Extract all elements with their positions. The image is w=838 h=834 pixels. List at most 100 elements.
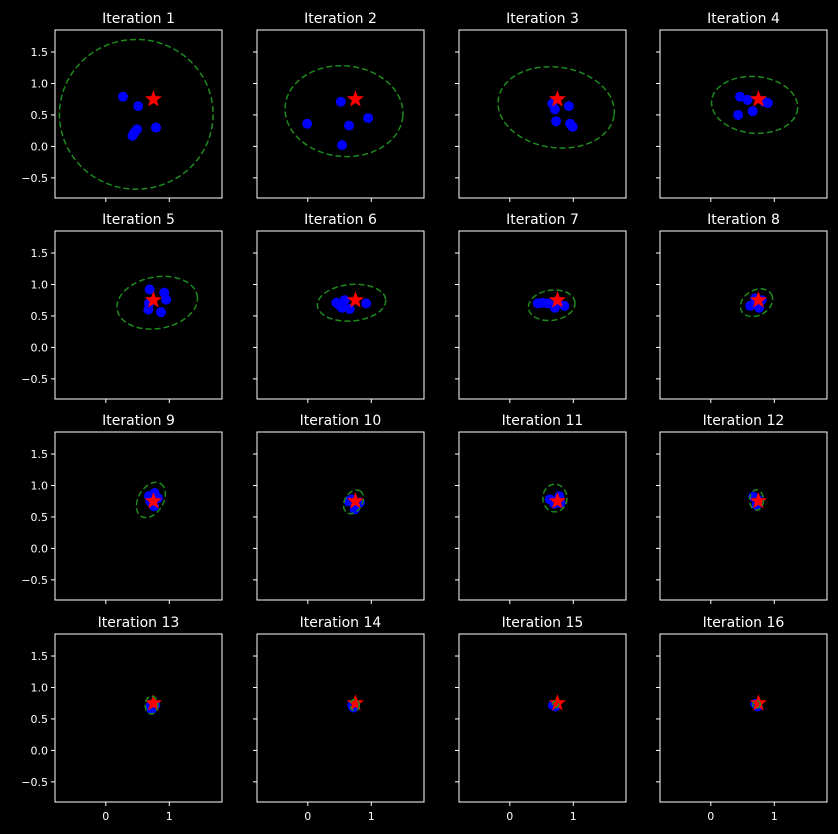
x-tick-label: 0 <box>506 810 513 823</box>
x-tick-label: 1 <box>368 810 375 823</box>
y-tick-label: −0.5 <box>21 373 48 386</box>
axes-frame <box>659 29 828 199</box>
subplot-title: Iteration 4 <box>707 11 780 27</box>
subplot-title: Iteration 13 <box>98 615 180 631</box>
y-tick-label: 1.5 <box>31 247 49 260</box>
subplot-title: Iteration 2 <box>304 11 377 27</box>
subplot-title: Iteration 16 <box>703 615 785 631</box>
y-tick-label: 0.0 <box>31 744 49 757</box>
target-star <box>548 291 566 308</box>
target-star <box>144 90 162 107</box>
target-star <box>749 90 767 107</box>
data-point <box>747 106 758 117</box>
subplot-title: Iteration 6 <box>304 212 377 228</box>
subplot-4: Iteration 4 <box>656 11 828 202</box>
data-point <box>133 101 144 112</box>
subplot-6: Iteration 6 <box>253 212 425 403</box>
confidence-ellipse <box>710 75 799 135</box>
subplot-title: Iteration 10 <box>300 413 382 429</box>
target-star <box>749 291 767 308</box>
subplot-title: Iteration 3 <box>506 11 579 27</box>
confidence-ellipse <box>748 489 765 511</box>
confidence-ellipse <box>135 481 167 519</box>
data-point <box>117 91 128 102</box>
y-tick-label: 0.0 <box>31 542 49 555</box>
subplot-title: Iteration 14 <box>300 615 382 631</box>
data-point <box>344 304 355 315</box>
subplot-title: Iteration 8 <box>707 212 780 228</box>
y-tick-label: −0.5 <box>21 776 48 789</box>
subplot-8: Iteration 8 <box>656 212 828 403</box>
plot-content <box>739 288 774 318</box>
data-point <box>735 91 746 102</box>
target-star <box>749 694 767 711</box>
y-tick-label: −0.5 <box>21 574 48 587</box>
plot-area <box>55 231 222 399</box>
data-point <box>344 120 355 131</box>
plot-area <box>660 432 827 600</box>
y-tick-label: 1.0 <box>31 479 49 492</box>
y-tick-label: 1.0 <box>31 681 49 694</box>
plot-area <box>257 432 424 600</box>
plot-content <box>527 289 576 322</box>
y-tick-label: 1.5 <box>31 448 49 461</box>
axes-frame <box>54 230 223 400</box>
x-tick-label: 1 <box>166 810 173 823</box>
y-tick-label: 0.0 <box>31 140 49 153</box>
subplot-14: Iteration 14 0 1 <box>253 615 425 823</box>
plot-area <box>257 231 424 399</box>
confidence-ellipse <box>349 698 360 712</box>
target-star <box>346 492 364 509</box>
y-tick-label: 1.5 <box>31 650 49 663</box>
data-point <box>549 104 560 115</box>
plot-area <box>257 30 424 198</box>
subplot-title: Iteration 5 <box>102 212 175 228</box>
subplot-title: Iteration 15 <box>502 615 584 631</box>
confidence-ellipse <box>551 700 560 709</box>
subplot-12: Iteration 12 <box>656 413 828 604</box>
target-star <box>346 694 364 711</box>
plot-content <box>542 483 568 513</box>
axes-frame <box>659 230 828 400</box>
axes-frame <box>458 431 627 601</box>
axes-frame <box>54 29 223 199</box>
subplot-16: Iteration 16 0 1 <box>656 615 828 823</box>
data-point <box>567 121 578 132</box>
data-point <box>335 96 346 107</box>
confidence-ellipse <box>542 483 568 513</box>
target-star <box>144 291 162 308</box>
confidence-ellipse <box>316 283 387 322</box>
y-tick-label: 1.0 <box>31 278 49 291</box>
axes-frame <box>256 633 425 803</box>
data-point <box>156 307 167 318</box>
plot-content <box>497 65 616 149</box>
axes-frame <box>458 633 627 803</box>
subplot-9: Iteration 9 −0.5 0.0 0.5 1.0 1.5 <box>21 413 223 604</box>
subplot-7: Iteration 7 <box>455 212 627 403</box>
y-tick-label: 1.5 <box>31 46 49 59</box>
subplot-title: Iteration 7 <box>506 212 579 228</box>
plot-content <box>144 694 162 715</box>
axes-frame <box>54 633 223 803</box>
plot-area <box>660 30 827 198</box>
axes-frame <box>659 633 828 803</box>
x-tick-label: 0 <box>707 810 714 823</box>
target-star <box>346 90 364 107</box>
y-tick-label: 0.5 <box>31 310 49 323</box>
axes-frame <box>256 29 425 199</box>
plot-content <box>342 489 365 515</box>
subplot-10: Iteration 10 <box>253 413 425 604</box>
subplot-2: Iteration 2 <box>253 11 425 202</box>
plot-content <box>547 694 566 712</box>
subplot-13: Iteration 13 0 1 −0.5 0.0 0.5 1.0 1.5 <box>21 615 223 823</box>
target-star <box>548 694 566 711</box>
subplot-5: Iteration 5 −0.5 0.0 0.5 1.0 1.5 <box>21 212 223 403</box>
plot-area <box>55 30 222 198</box>
confidence-ellipse <box>739 288 774 318</box>
data-point <box>161 294 172 305</box>
axes-frame <box>256 230 425 400</box>
target-star <box>548 90 566 107</box>
confidence-ellipse <box>751 699 762 709</box>
data-point <box>363 113 374 124</box>
